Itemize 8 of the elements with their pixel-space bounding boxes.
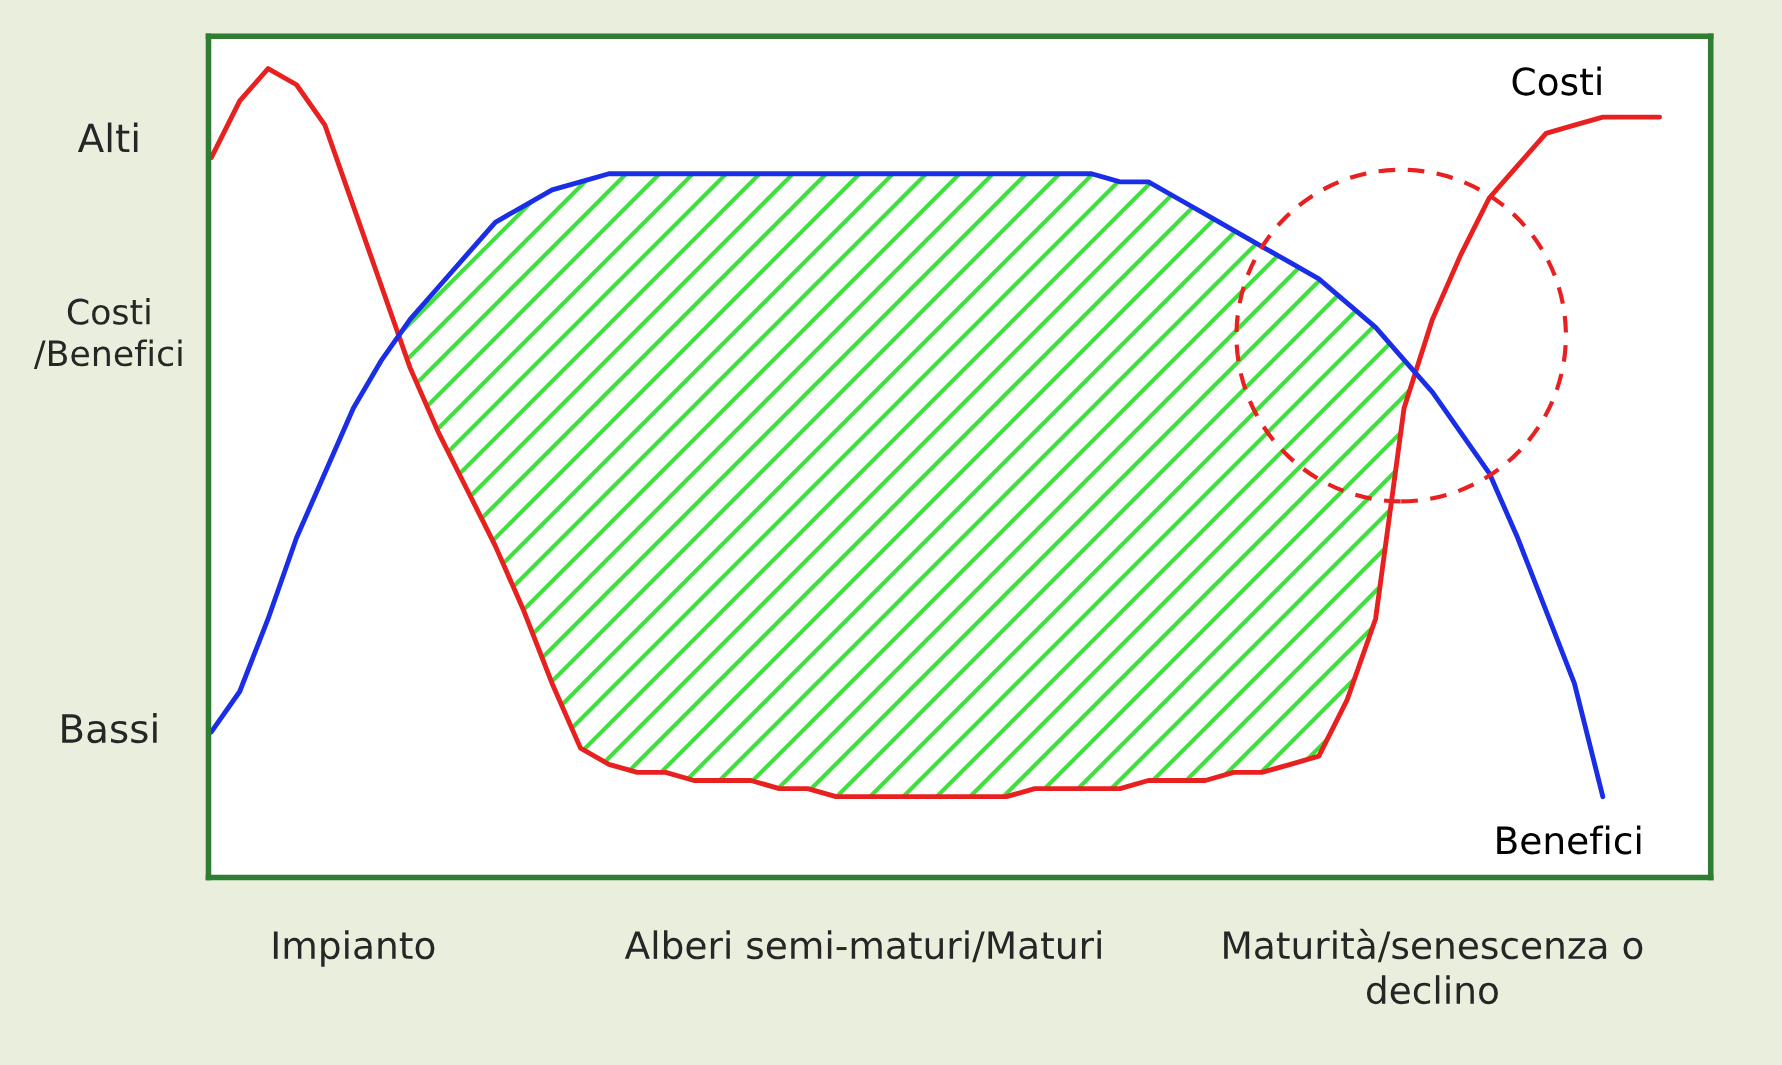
text: Bassi bbox=[62, 713, 157, 744]
series-label: Costi bbox=[1512, 66, 1601, 96]
x-tick-label: Alberi semi-maturi/Maturi bbox=[624, 930, 1101, 963]
x-tick-label: Maturità/senescenza o declino bbox=[1224, 928, 1643, 1005]
x-tick-label: Impianto bbox=[273, 930, 435, 967]
y-axis-title: Costi /Benefici bbox=[33, 297, 182, 370]
series-label: Benefici bbox=[1497, 825, 1641, 855]
text: Alti bbox=[77, 122, 138, 153]
